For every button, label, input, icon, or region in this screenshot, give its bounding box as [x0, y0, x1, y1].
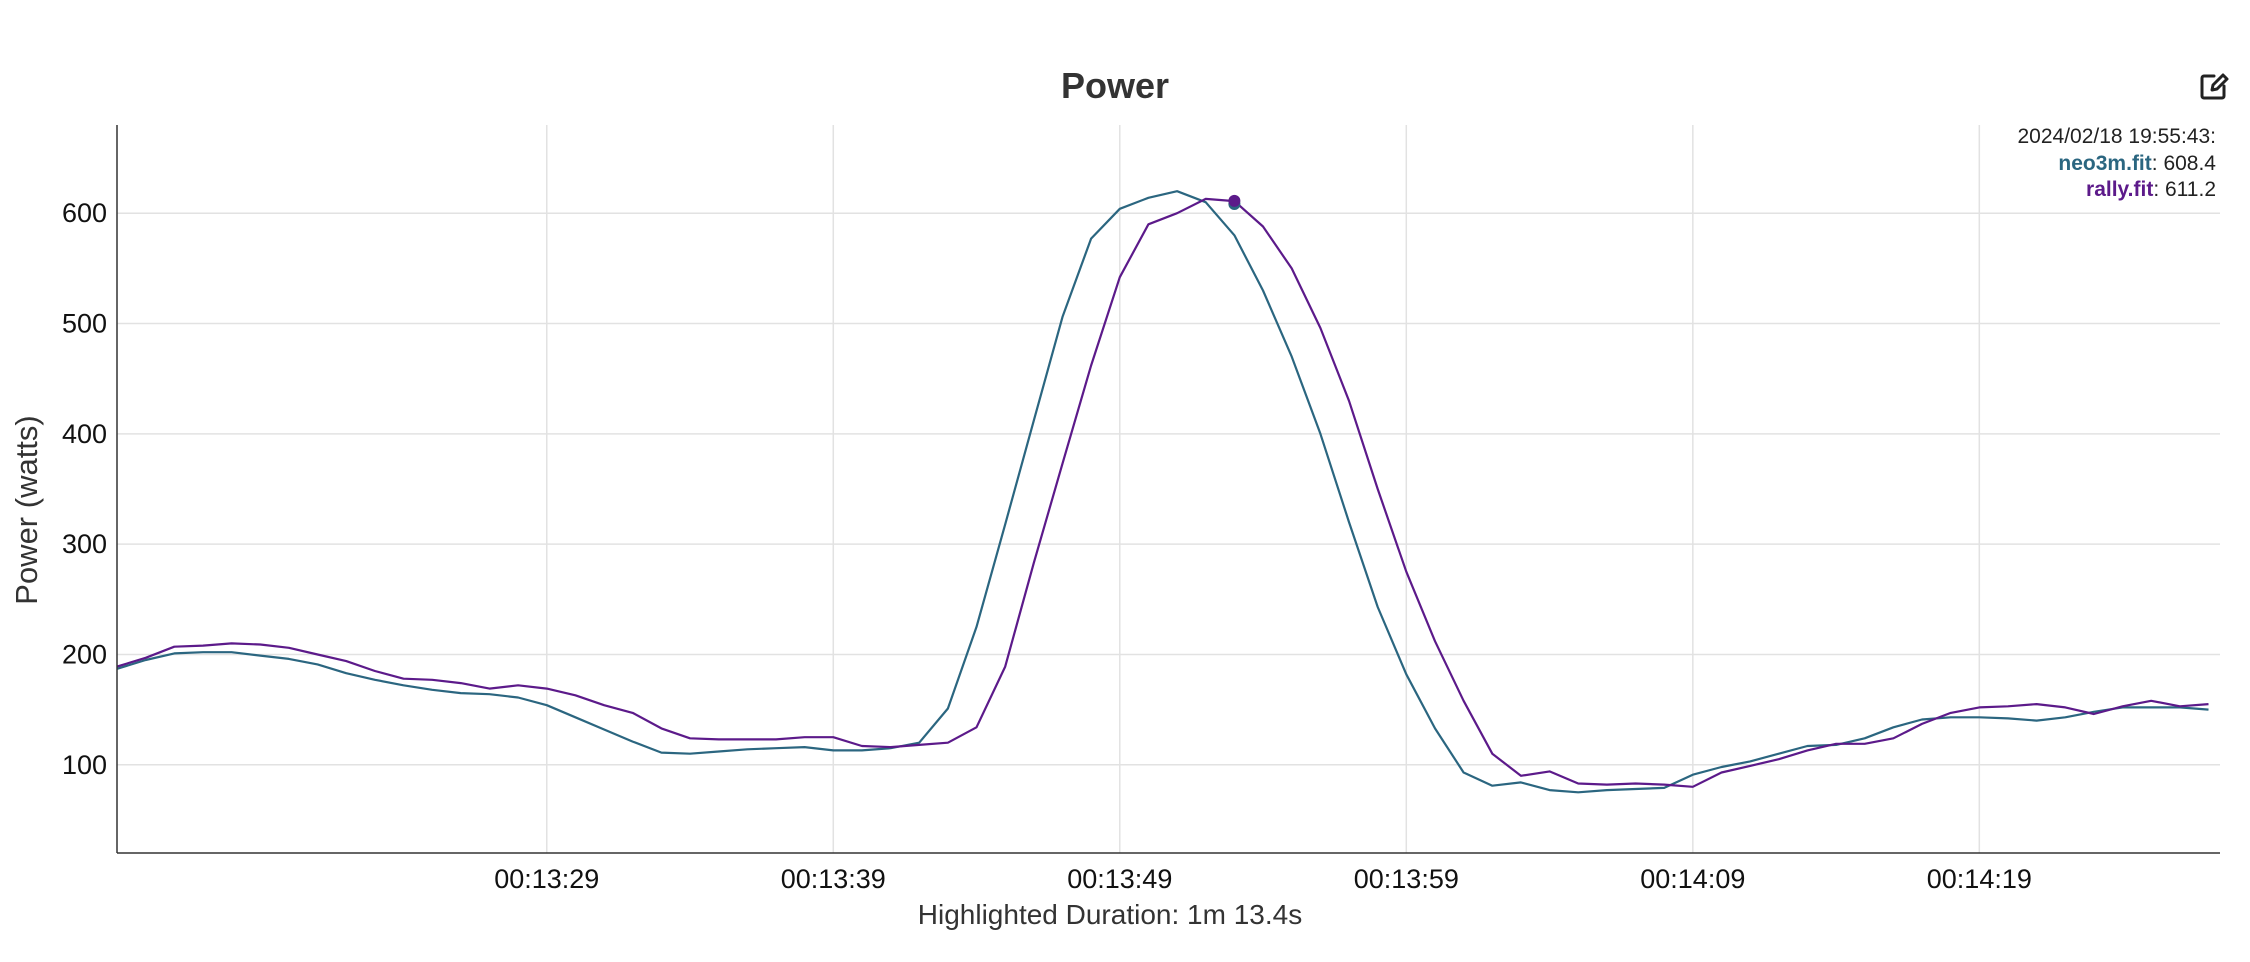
- ticks-layer: 100 200 300 400 500 600 00:13:29 00:13:39 00:13:…: [62, 198, 2032, 894]
- series-line-rally-fit: [116, 197, 2209, 788]
- y-tick-label: 100: [62, 750, 107, 780]
- y-tick-label: 300: [62, 529, 107, 559]
- legend-entry-rally: rally.fit: 611.2: [2086, 178, 2216, 201]
- axes-layer: [116, 125, 2220, 854]
- x-tick-label: 00:13:49: [1067, 864, 1172, 894]
- x-tick-label: 00:13:39: [781, 864, 886, 894]
- edit-icon[interactable]: [2198, 70, 2230, 102]
- legend-series-value: 608.4: [2163, 152, 2216, 175]
- hover-legend: 2024/02/18 19:55:43: neo3m.fit: 608.4 ra…: [2017, 125, 2216, 201]
- series-line-neo3m-fit: [116, 190, 2209, 794]
- legend-series-name: rally.fit: [2086, 178, 2153, 201]
- grid-layer: [117, 125, 2220, 853]
- x-axis-label: Highlighted Duration: 1m 13.4s: [918, 899, 1302, 930]
- x-tick-label: 00:13:59: [1354, 864, 1459, 894]
- legend-separator: :: [2152, 152, 2164, 175]
- legend-entry-neo3m: neo3m.fit: 608.4: [2058, 152, 2216, 175]
- x-tick-label: 00:14:09: [1640, 864, 1745, 894]
- legend-timestamp: 2024/02/18 19:55:43:: [2017, 125, 2216, 148]
- legend-series-name: neo3m.fit: [2058, 152, 2151, 175]
- y-tick-label: 400: [62, 419, 107, 449]
- x-tick-label: 00:14:19: [1927, 864, 2032, 894]
- hover-marker: [1228, 194, 1241, 207]
- y-tick-label: 500: [62, 309, 107, 339]
- chart-title: Power: [1061, 65, 1169, 106]
- x-tick-label: 00:13:29: [494, 864, 599, 894]
- legend-series-value: 611.2: [2165, 178, 2216, 201]
- legend-separator: :: [2153, 178, 2165, 201]
- y-tick-label: 200: [62, 639, 107, 669]
- y-axis-label: Power (watts): [9, 415, 44, 604]
- y-tick-label: 600: [62, 198, 107, 228]
- series-layer: [116, 190, 2209, 794]
